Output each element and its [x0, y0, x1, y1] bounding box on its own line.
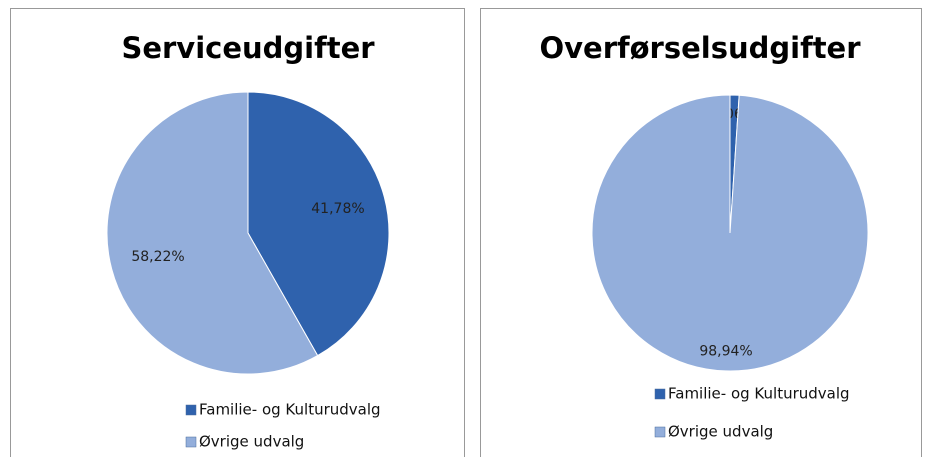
legend-swatch — [654, 388, 666, 400]
legend-swatch — [654, 426, 666, 438]
legend-label: Familie- og Kulturudvalg — [668, 385, 850, 403]
legend-label: Øvrige udvalg — [199, 433, 304, 451]
legend-label: Familie- og Kulturudvalg — [199, 401, 381, 419]
pie-slice — [591, 94, 869, 372]
pie-slice — [106, 91, 319, 375]
legend-swatch — [185, 404, 197, 416]
legend-swatch — [185, 436, 197, 448]
chart-title: Serviceudgifter — [121, 31, 375, 65]
data-label: 98,94% — [699, 344, 752, 360]
data-label: 41,78% — [311, 201, 364, 217]
data-label: 58,22% — [131, 249, 184, 265]
legend-label: Øvrige udvalg — [668, 423, 773, 441]
pie-slice — [247, 91, 390, 357]
chart-title: Overførselsudgifter — [539, 31, 861, 65]
